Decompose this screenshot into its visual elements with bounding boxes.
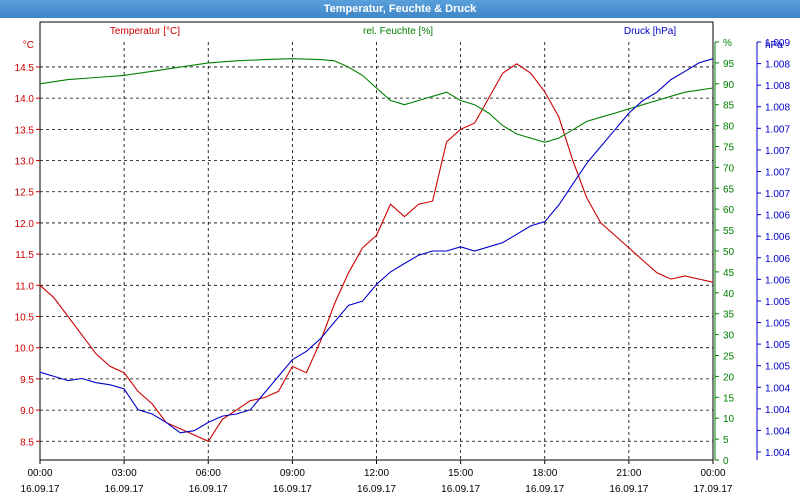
- humidity-tick-label: 20: [723, 372, 735, 383]
- pressure-tick-label: 1.008: [765, 81, 790, 92]
- series-layer: [39, 58, 714, 442]
- humidity-tick-label: %: [723, 38, 732, 49]
- x-tick-time: 03:00: [112, 468, 137, 479]
- x-tick-date: 16.09.17: [273, 484, 312, 495]
- humidity-tick-label: 35: [723, 310, 735, 321]
- temperature-tick-label: 12.0: [15, 219, 35, 230]
- temperature-tick-label: 10.0: [15, 344, 35, 355]
- pressure-tick-label: 1.008: [765, 60, 790, 71]
- temperature-header: Temperatur [°C]: [110, 26, 180, 37]
- temperature-tick-label: 10.5: [15, 313, 35, 324]
- x-tick-date: 17.09.17: [694, 484, 733, 495]
- pressure-tick-label: 1.009: [765, 38, 790, 49]
- x-tick-date: 16.09.17: [357, 484, 396, 495]
- pressure-tick-label: 1.008: [765, 103, 790, 114]
- pressure-tick-label: 1.005: [765, 319, 790, 330]
- humidity-line: [39, 58, 714, 143]
- x-tick-time: 06:00: [196, 468, 221, 479]
- x-tick-date: 16.09.17: [105, 484, 144, 495]
- pressure-tick-label: 1.004: [765, 426, 790, 437]
- humidity-tick-label: 65: [723, 184, 735, 195]
- humidity-tick-label: 85: [723, 101, 735, 112]
- x-tick-time: 15:00: [448, 468, 473, 479]
- x-tick-date: 16.09.17: [189, 484, 228, 495]
- temperature-tick-label: 14.0: [15, 94, 35, 105]
- pressure-tick-label: 1.007: [765, 146, 790, 157]
- pressure-tick-label: 1.006: [765, 254, 790, 265]
- temperature-tick-label: 11.0: [15, 281, 34, 292]
- humidity-tick-label: 25: [723, 352, 735, 363]
- temperature-tick-label: 9.5: [20, 375, 34, 386]
- temperature-tick-label: 11.5: [15, 250, 34, 261]
- x-tick-time: 00:00: [700, 468, 725, 479]
- humidity-tick-label: 30: [723, 331, 735, 342]
- humidity-tick-label: 0: [723, 456, 729, 467]
- pressure-tick-label: 1.004: [765, 448, 790, 459]
- humidity-tick-label: 70: [723, 163, 735, 174]
- x-tick-time: 21:00: [616, 468, 641, 479]
- pressure-tick-label: 1.005: [765, 340, 790, 351]
- temperature-line: [39, 63, 714, 442]
- x-tick-time: 00:00: [27, 468, 52, 479]
- pressure-unit-label: hPa: [765, 40, 783, 51]
- temperature-tick-label: 9.0: [20, 406, 34, 417]
- humidity-tick-label: 10: [723, 414, 735, 425]
- pressure-tick-label: 1.006: [765, 275, 790, 286]
- humidity-tick-label: 5: [723, 435, 729, 446]
- x-tick-date: 16.09.17: [525, 484, 564, 495]
- temperature-axis: 8.5 9.0 9.5 10.0 10.5 11.0 11.5 12.0 12.5 13.0 13.…: [15, 40, 40, 448]
- pressure-header: Druck [hPa]: [624, 26, 676, 37]
- humidity-tick-label: 45: [723, 268, 735, 279]
- humidity-tick-label: 55: [723, 226, 735, 237]
- x-tick-date: 16.09.17: [21, 484, 60, 495]
- humidity-tick-label: 40: [723, 289, 735, 300]
- pressure-tick-label: 1.006: [765, 211, 790, 222]
- humidity-tick-label: 95: [723, 59, 735, 70]
- humidity-tick-label: 50: [723, 247, 735, 258]
- pressure-line: [39, 58, 714, 434]
- pressure-tick-label: 1.004: [765, 383, 790, 394]
- humidity-header: rel. Feuchte [%]: [363, 26, 433, 37]
- pressure-tick-label: 1.007: [765, 124, 790, 135]
- pressure-axis: 1.004 1.004 1.004 1.004 1.005 1.005 1.005 1.005…: [756, 38, 790, 460]
- x-tick-time: 09:00: [280, 468, 305, 479]
- temperature-tick-label: 8.5: [20, 437, 34, 448]
- humidity-tick-label: 80: [723, 122, 735, 133]
- humidity-tick-label: 15: [723, 393, 735, 404]
- pressure-tick-label: 1.005: [765, 362, 790, 373]
- temperature-unit-label: °C: [23, 40, 34, 51]
- x-tick-date: 16.09.17: [609, 484, 648, 495]
- pressure-tick-label: 1.005: [765, 297, 790, 308]
- window-title: Temperatur, Feuchte & Druck: [0, 0, 800, 18]
- humidity-tick-label: 90: [723, 80, 735, 91]
- pressure-tick-label: 1.006: [765, 232, 790, 243]
- grid: [40, 42, 713, 460]
- x-tick-time: 12:00: [364, 468, 389, 479]
- pressure-tick-label: 1.004: [765, 405, 790, 416]
- temperature-tick-label: 12.5: [15, 188, 35, 199]
- temperature-tick-label: 13.0: [15, 157, 35, 168]
- pressure-tick-label: 1.007: [765, 189, 790, 200]
- humidity-tick-label: 60: [723, 205, 735, 216]
- series-headers: Temperatur [°C] rel. Feuchte [%] Druck [hP…: [110, 26, 676, 37]
- humidity-axis: 0 5 10 15 20 25 30 35 40 45 50 55 60 65 70 75 80 85 90 95%: [714, 38, 735, 467]
- x-tick-time: 18:00: [532, 468, 557, 479]
- temperature-tick-label: 14.5: [15, 63, 35, 74]
- temperature-tick-label: 13.5: [15, 125, 35, 136]
- humidity-tick-label: 75: [723, 143, 735, 154]
- time-axis: 00:00 16.09.17 03:00 16.09.17 06:00 16.09.17 0…: [21, 460, 733, 495]
- pressure-tick-label: 1.007: [765, 167, 790, 178]
- x-tick-date: 16.09.17: [441, 484, 480, 495]
